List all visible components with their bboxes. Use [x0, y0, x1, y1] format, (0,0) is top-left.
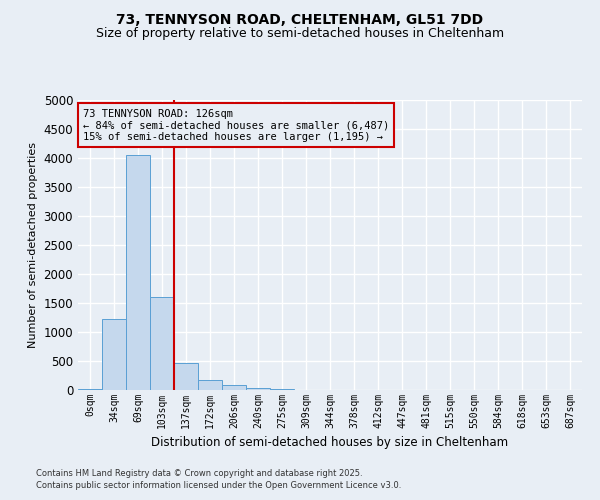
Bar — [102, 319, 126, 390]
Text: 73, TENNYSON ROAD, CHELTENHAM, GL51 7DD: 73, TENNYSON ROAD, CHELTENHAM, GL51 7DD — [116, 12, 484, 26]
Bar — [174, 364, 198, 390]
Bar — [126, 155, 150, 390]
Bar — [198, 380, 222, 390]
Text: 73 TENNYSON ROAD: 126sqm
← 84% of semi-detached houses are smaller (6,487)
15% o: 73 TENNYSON ROAD: 126sqm ← 84% of semi-d… — [83, 108, 389, 142]
Y-axis label: Number of semi-detached properties: Number of semi-detached properties — [28, 142, 38, 348]
Bar — [222, 386, 246, 390]
X-axis label: Distribution of semi-detached houses by size in Cheltenham: Distribution of semi-detached houses by … — [151, 436, 509, 450]
Bar — [270, 389, 294, 390]
Text: Size of property relative to semi-detached houses in Cheltenham: Size of property relative to semi-detach… — [96, 28, 504, 40]
Text: Contains public sector information licensed under the Open Government Licence v3: Contains public sector information licen… — [36, 481, 401, 490]
Text: Contains HM Land Registry data © Crown copyright and database right 2025.: Contains HM Land Registry data © Crown c… — [36, 468, 362, 477]
Bar — [150, 297, 174, 390]
Bar — [246, 388, 270, 390]
